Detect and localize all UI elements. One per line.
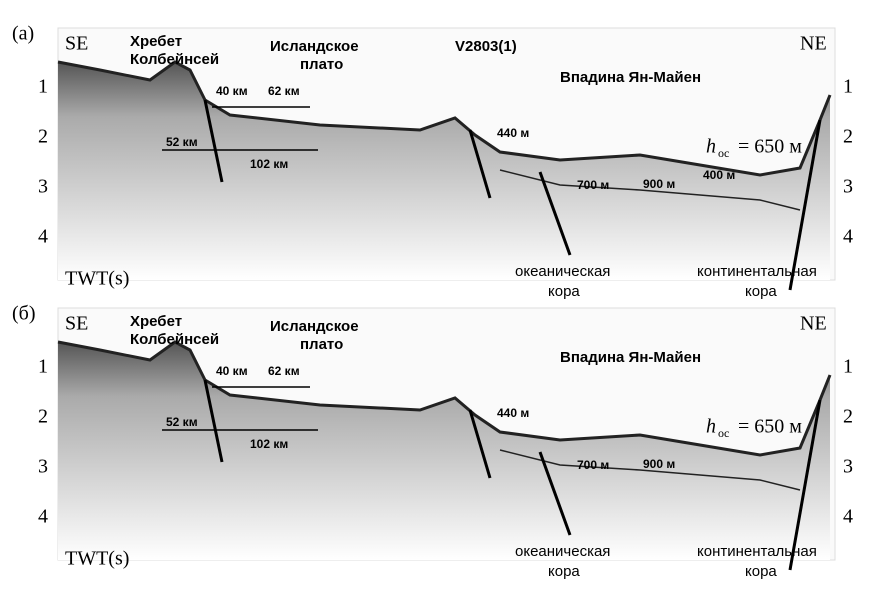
direction-right: NE	[800, 313, 827, 335]
seafloor	[57, 340, 832, 457]
annotation: Хребет	[130, 33, 182, 50]
annotation: = 650 м	[738, 416, 802, 438]
tick-label-left: 4	[38, 226, 48, 248]
annotation: плато	[300, 56, 343, 73]
annotation: Впадина Ян-Майен	[560, 349, 701, 366]
fault	[203, 99, 224, 183]
annotation: oc	[718, 426, 729, 440]
panel-label: (a)	[12, 23, 34, 45]
tick-label-right: 2	[843, 126, 853, 148]
annotation: oc	[718, 146, 729, 160]
annotation: плато	[300, 336, 343, 353]
annotation: 40 км	[216, 84, 248, 98]
sediment	[58, 62, 830, 280]
tick-label-right: 4	[843, 506, 853, 528]
annotation: 102 км	[250, 157, 288, 171]
tick-label-left: 4	[38, 506, 48, 528]
annotation: 52 км	[166, 415, 198, 429]
annotation: Исландское	[270, 318, 359, 335]
basement	[499, 169, 801, 211]
annotation: континентальная	[697, 263, 817, 280]
annotation: 440 м	[497, 406, 529, 420]
annotation: Впадина Ян-Майен	[560, 69, 701, 86]
fault	[788, 399, 822, 571]
annotation: 900 м	[643, 457, 675, 471]
direction-right: NE	[800, 33, 827, 55]
annotation: Колбейнсей	[130, 331, 219, 348]
fault	[538, 451, 572, 536]
axis-label: TWT(s)	[65, 268, 129, 290]
fault	[203, 379, 224, 463]
tick-label-right: 1	[843, 76, 853, 98]
tick-label-left: 2	[38, 126, 48, 148]
annotation: h	[706, 416, 716, 438]
tick-label-right: 3	[843, 176, 853, 198]
annotation: 102 км	[250, 437, 288, 451]
annotation: кора	[745, 563, 777, 580]
annotation: 700 м	[577, 178, 609, 192]
panel-label: (б)	[12, 303, 36, 325]
annotation: кора	[548, 563, 580, 580]
annotation: 62 км	[268, 364, 300, 378]
annotation: Хребет	[130, 313, 182, 330]
fault	[788, 119, 822, 291]
annotation: 52 км	[166, 135, 198, 149]
annotation: V2803(1)	[455, 38, 517, 55]
direction-left: SE	[65, 33, 88, 55]
basement	[499, 449, 801, 491]
fault	[538, 171, 572, 256]
annotation: кора	[548, 283, 580, 300]
annotation: 400 м	[703, 168, 735, 182]
axis-label: TWT(s)	[65, 548, 129, 570]
annotation: континентальная	[697, 543, 817, 560]
tick-label-left: 2	[38, 406, 48, 428]
annotation: кора	[745, 283, 777, 300]
annotation: 440 м	[497, 126, 529, 140]
annotation: Исландское	[270, 38, 359, 55]
tick-label-left: 1	[38, 356, 48, 378]
tick-label-left: 3	[38, 176, 48, 198]
tick-label-left: 3	[38, 456, 48, 478]
tick-label-right: 1	[843, 356, 853, 378]
annotation: 700 м	[577, 458, 609, 472]
annotation: 900 м	[643, 177, 675, 191]
annotation: 40 км	[216, 364, 248, 378]
tick-label-right: 3	[843, 456, 853, 478]
sediment	[58, 342, 830, 560]
annotation: 62 км	[268, 84, 300, 98]
direction-left: SE	[65, 313, 88, 335]
tick-label-right: 2	[843, 406, 853, 428]
tick-label-right: 4	[843, 226, 853, 248]
seafloor	[57, 60, 832, 177]
fault	[468, 409, 492, 479]
annotation: h	[706, 136, 716, 158]
tick-label-left: 1	[38, 76, 48, 98]
fault	[468, 129, 492, 199]
annotation: Колбейнсей	[130, 51, 219, 68]
annotation: = 650 м	[738, 136, 802, 158]
annotation: океаническая	[515, 543, 610, 560]
annotation: океаническая	[515, 263, 610, 280]
